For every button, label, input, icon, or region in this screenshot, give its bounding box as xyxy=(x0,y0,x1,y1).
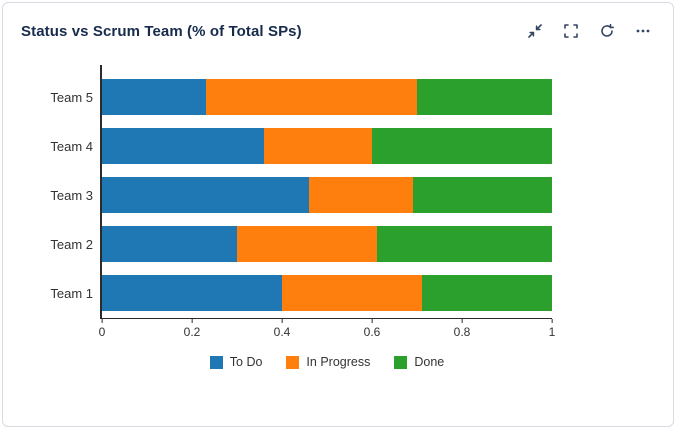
collapse-button[interactable] xyxy=(523,19,547,43)
bar-segment-to-do[interactable] xyxy=(102,226,237,262)
stacked-bar-chart: Team 5 Team 4 Team 3 Team 2 Team 1 0 0.2 0.4 0.… xyxy=(23,65,555,369)
y-axis-line xyxy=(100,65,102,319)
category-label: Team 4 xyxy=(50,138,93,154)
x-tick-mark xyxy=(371,319,373,323)
x-tick-mark xyxy=(101,319,103,323)
more-options-button[interactable] xyxy=(631,19,655,43)
x-tick-mark xyxy=(281,319,283,323)
bar-segment-in-progress[interactable] xyxy=(309,177,413,213)
bar-track xyxy=(102,79,552,115)
bar-segment-done[interactable] xyxy=(376,226,552,262)
bar-segment-to-do[interactable] xyxy=(102,128,264,164)
category-label: Team 5 xyxy=(50,89,93,105)
bar-segment-to-do[interactable] xyxy=(102,275,282,311)
bar-segment-done[interactable] xyxy=(412,177,552,213)
fullscreen-button[interactable] xyxy=(559,19,583,43)
bar-segment-to-do[interactable] xyxy=(102,177,309,213)
refresh-button[interactable] xyxy=(595,19,619,43)
x-tick: 0.8 xyxy=(453,319,471,339)
bar-segment-in-progress[interactable] xyxy=(237,226,377,262)
ellipsis-icon xyxy=(636,29,650,33)
chart-row: Team 5 xyxy=(23,79,552,115)
bar-segment-done[interactable] xyxy=(421,275,552,311)
x-tick-label: 0.6 xyxy=(363,325,381,339)
x-tick: 0 xyxy=(98,319,106,339)
x-tick-mark xyxy=(461,319,463,323)
card-toolbar xyxy=(523,19,655,43)
chart-row: Team 4 xyxy=(23,128,552,164)
x-tick: 1 xyxy=(548,319,556,339)
bar-segment-to-do[interactable] xyxy=(102,79,206,115)
bar-track xyxy=(102,275,552,311)
x-tick-label: 0.2 xyxy=(183,325,201,339)
x-axis-line xyxy=(100,317,552,319)
x-tick-mark xyxy=(551,319,553,323)
legend-swatch xyxy=(209,355,223,369)
bar-track xyxy=(102,177,552,213)
category-label: Team 3 xyxy=(50,187,93,203)
x-tick: 0.2 xyxy=(183,319,201,339)
x-tick-label: 0 xyxy=(98,325,106,339)
legend-item-to-do[interactable]: To Do xyxy=(209,355,263,369)
x-tick-label: 0.4 xyxy=(273,325,291,339)
x-tick-label: 0.8 xyxy=(453,325,471,339)
x-tick-label: 1 xyxy=(548,325,556,339)
chart-row: Team 1 xyxy=(23,275,552,311)
x-tick: 0.6 xyxy=(363,319,381,339)
legend-label: To Do xyxy=(229,355,263,369)
legend-item-in-progress[interactable]: In Progress xyxy=(286,355,370,369)
bar-segment-done[interactable] xyxy=(372,128,552,164)
legend-label: Done xyxy=(414,355,445,369)
chart-card: Status vs Scrum Team (% of Total SPs) xyxy=(2,2,674,427)
legend-swatch xyxy=(286,355,300,369)
bar-segment-done[interactable] xyxy=(417,79,552,115)
legend-label: In Progress xyxy=(306,355,371,369)
x-tick: 0.4 xyxy=(273,319,291,339)
bar-track xyxy=(102,128,552,164)
card-header: Status vs Scrum Team (% of Total SPs) xyxy=(3,3,673,55)
legend-swatch xyxy=(394,355,408,369)
bar-track xyxy=(102,226,552,262)
chart-row: Team 2 xyxy=(23,226,552,262)
bar-segment-in-progress[interactable] xyxy=(282,275,422,311)
category-label: Team 2 xyxy=(50,236,93,252)
plot-area: Team 5 Team 4 Team 3 Team 2 Team 1 xyxy=(23,65,552,319)
x-axis-ticks: 0 0.2 0.4 0.6 0.8 1 xyxy=(98,319,555,343)
bar-segment-in-progress[interactable] xyxy=(264,128,372,164)
category-label: Team 1 xyxy=(50,285,93,301)
fullscreen-brackets-icon xyxy=(564,24,578,38)
bar-segment-in-progress[interactable] xyxy=(205,79,417,115)
chart-legend: To Do In Progress Done xyxy=(102,355,552,369)
card-title: Status vs Scrum Team (% of Total SPs) xyxy=(21,22,302,40)
refresh-icon xyxy=(601,23,614,37)
collapse-arrows-icon xyxy=(528,24,542,38)
chart-rows: Team 5 Team 4 Team 3 Team 2 Team 1 xyxy=(23,65,552,319)
x-tick-mark xyxy=(191,319,193,323)
chart-row: Team 3 xyxy=(23,177,552,213)
legend-item-done[interactable]: Done xyxy=(394,355,444,369)
